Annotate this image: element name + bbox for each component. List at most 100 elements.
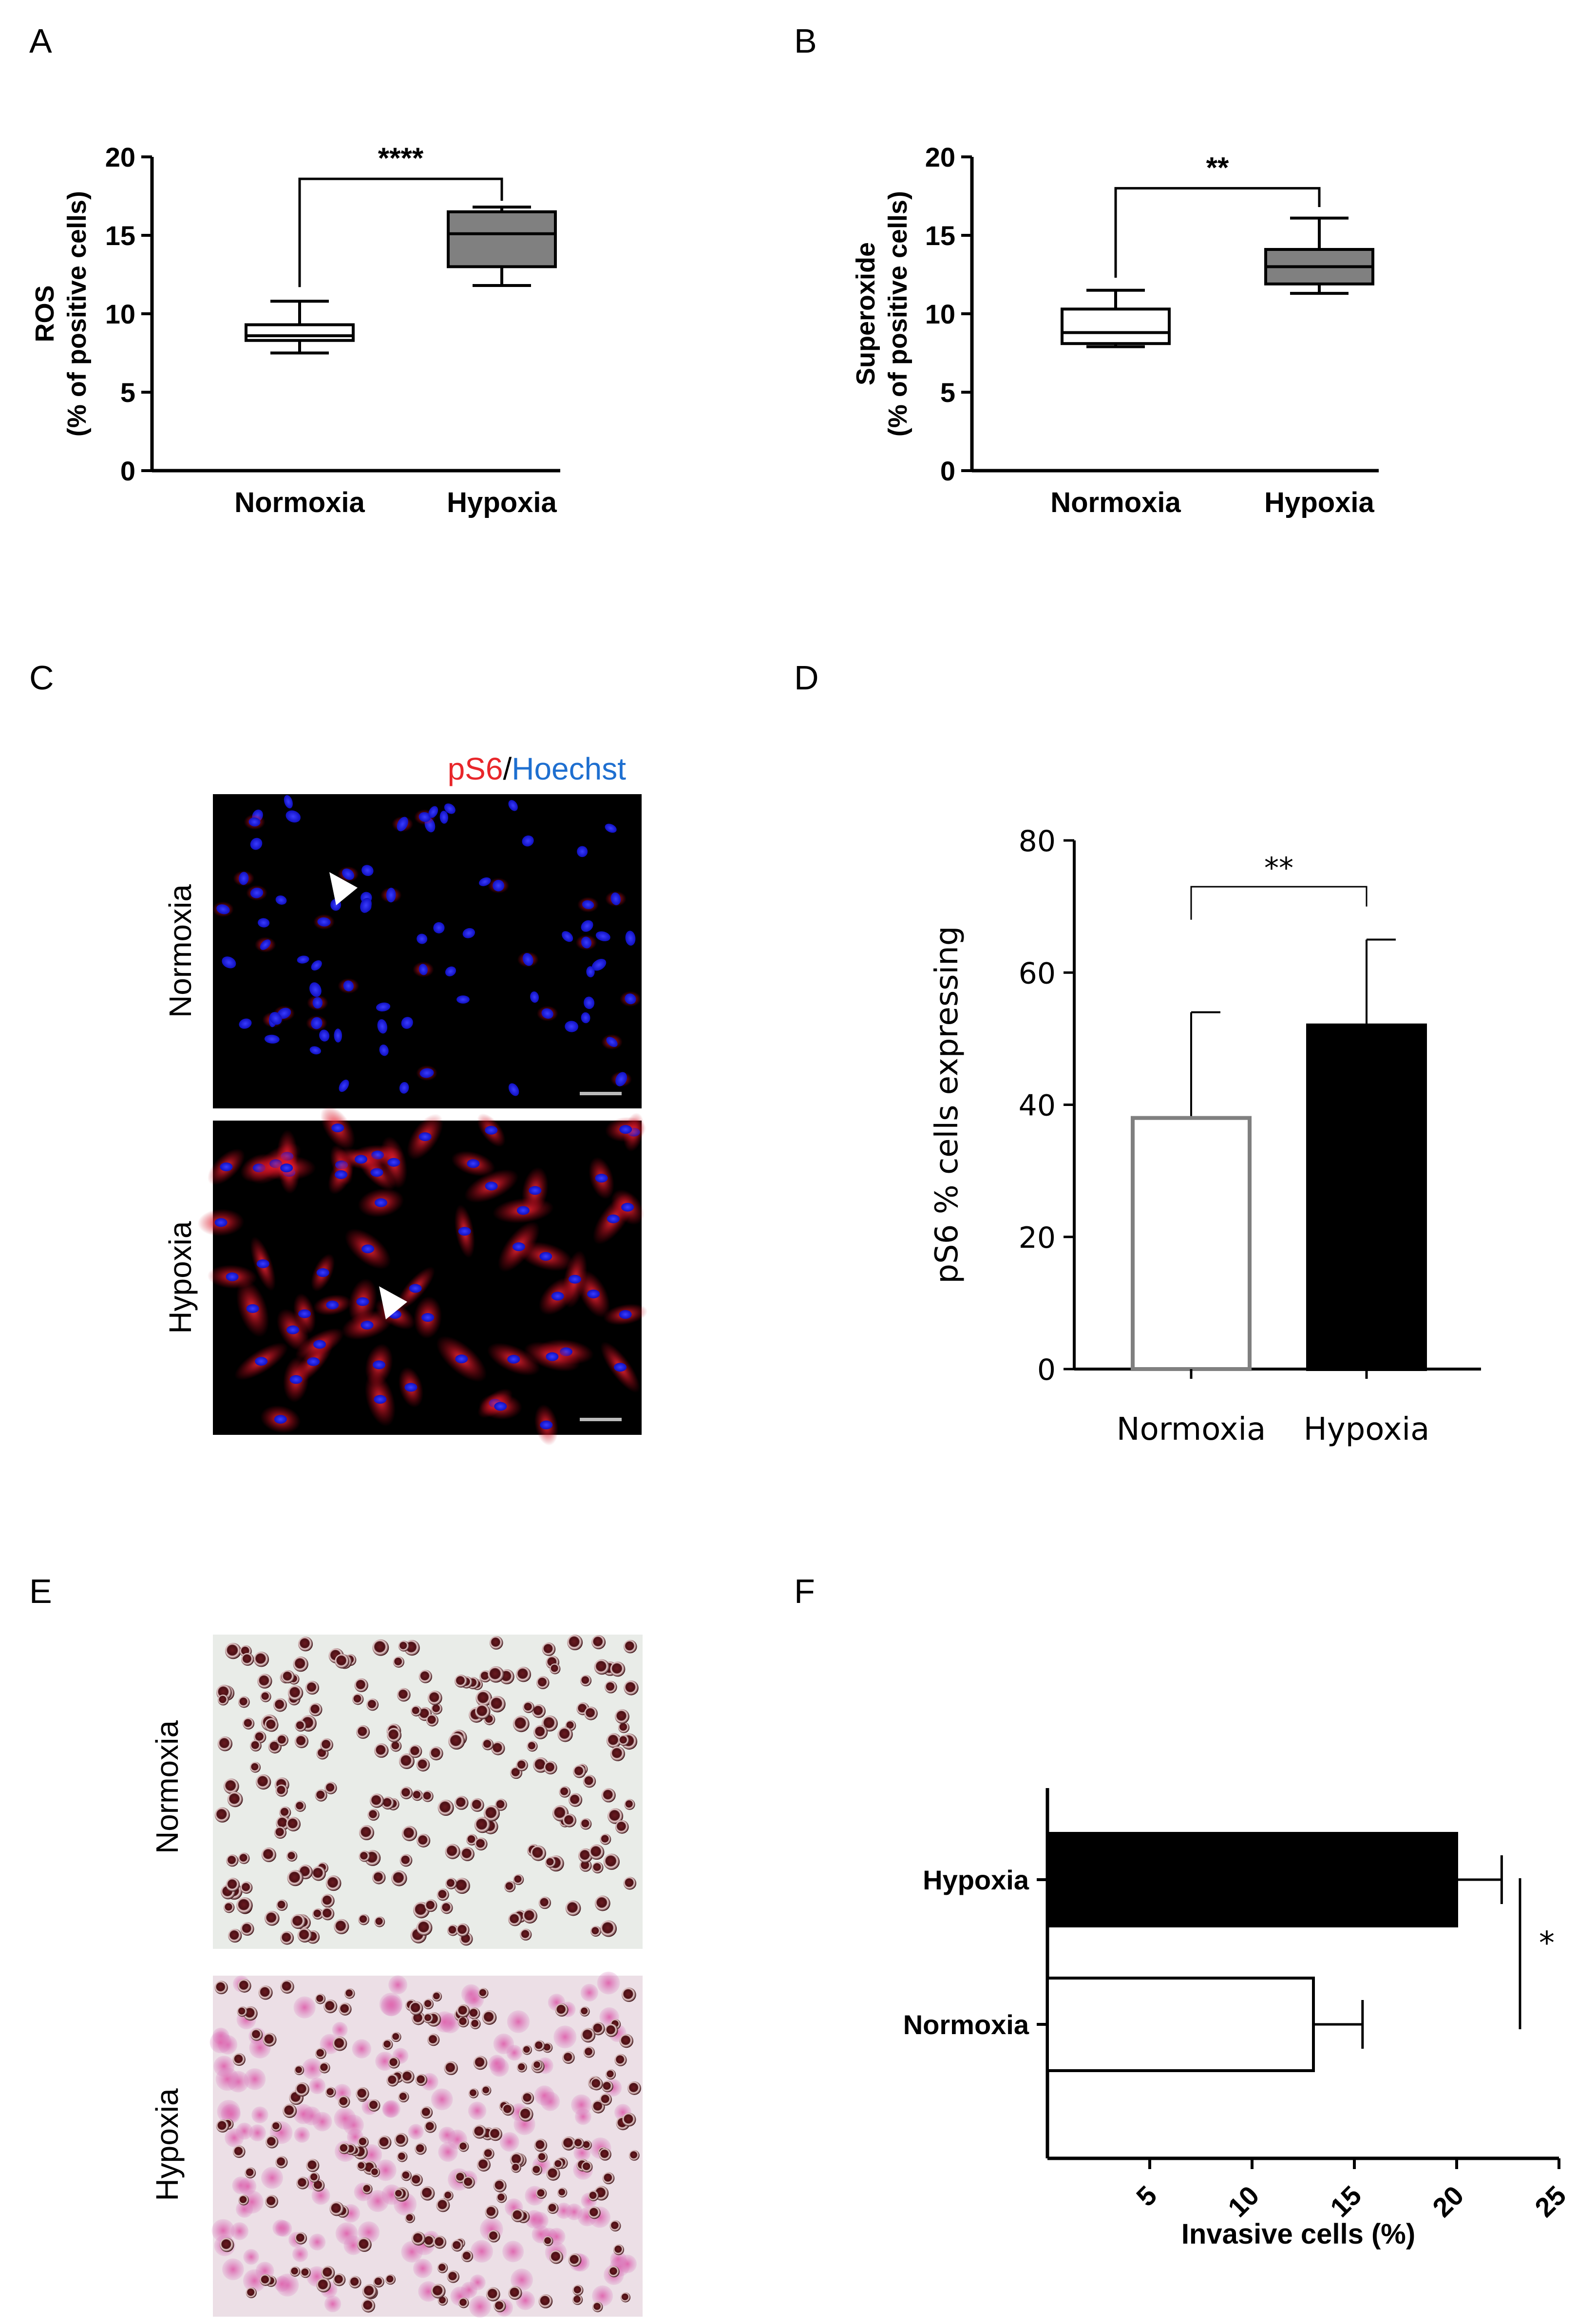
stained-cell	[321, 2266, 335, 2280]
nucleus	[516, 1206, 530, 1215]
stained-cell	[416, 1758, 430, 1772]
stained-cell	[391, 2032, 401, 2042]
stained-cell	[470, 1798, 484, 1812]
stained-cell	[411, 2231, 426, 2246]
nucleus	[458, 1227, 471, 1236]
stained-cell	[547, 2202, 559, 2214]
pink-cell	[553, 2025, 577, 2049]
x-tick-label: 20	[1426, 2180, 1470, 2223]
stained-cell	[275, 2156, 288, 2169]
stained-cell	[569, 1793, 583, 1807]
stained-cell	[600, 1833, 611, 1845]
pink-cell	[221, 2104, 241, 2124]
nucleus	[508, 1083, 519, 1096]
nucleus	[311, 1017, 323, 1029]
significance-stars: ****	[378, 142, 424, 174]
pink-cell	[618, 2254, 637, 2273]
panel-c-micrographs: pS6/Hoechst Normoxia Hypoxia	[163, 751, 648, 1446]
nucleus	[417, 933, 428, 944]
significance-bracket	[1190, 886, 1368, 920]
arrowhead-icon	[329, 872, 358, 905]
stained-cell	[522, 1908, 537, 1924]
nucleus	[508, 800, 518, 811]
nucleus	[614, 1363, 627, 1372]
pink-cell	[243, 2248, 259, 2265]
nucleus	[605, 823, 617, 833]
stained-cell	[618, 1734, 629, 1746]
stained-cell	[623, 1877, 637, 1890]
stained-cell	[590, 2077, 603, 2091]
pink-cell	[499, 2132, 519, 2152]
stained-cell	[323, 2000, 338, 2014]
stained-cell	[562, 2051, 575, 2064]
pink-cell	[334, 2107, 356, 2130]
stained-cell	[373, 2276, 384, 2287]
stained-cell	[227, 1791, 243, 1808]
row-label-normoxia: Normoxia	[150, 1720, 185, 1854]
stained-cell	[271, 2121, 282, 2132]
stained-cell	[358, 2136, 369, 2148]
nucleus	[285, 810, 301, 823]
nucleus	[311, 960, 322, 971]
stained-cell	[382, 2039, 393, 2050]
nucleus	[342, 868, 355, 880]
stained-cell	[214, 1807, 230, 1823]
y-tick-label: 20	[1019, 1221, 1056, 1255]
stained-cell	[618, 1721, 630, 1733]
panel-letter-a: A	[29, 22, 52, 60]
stained-cell	[387, 1728, 402, 1743]
stained-cell	[579, 1859, 592, 1872]
stained-cell	[532, 2164, 542, 2175]
stained-cell	[494, 2300, 506, 2312]
stained-cell	[516, 2062, 527, 2073]
stained-cell	[546, 2167, 560, 2181]
stained-cell	[321, 1907, 335, 1921]
nucleus	[220, 1162, 233, 1171]
stained-cell	[591, 1862, 604, 1874]
stained-cell	[276, 1734, 288, 1747]
stained-cell	[324, 1782, 337, 1794]
nucleus	[246, 1304, 259, 1313]
normoxia-invaded-cells	[214, 1635, 639, 1946]
stained-cell	[250, 1740, 262, 1752]
stained-cell	[513, 1874, 524, 1885]
stained-cell	[513, 1715, 530, 1733]
stained-cell	[508, 2286, 522, 2300]
pink-cell	[488, 2055, 506, 2072]
stained-cell	[362, 2284, 377, 2299]
stained-cell	[232, 2145, 246, 2158]
stained-cell	[532, 1704, 546, 1718]
stained-cell	[590, 1925, 601, 1937]
stained-cell	[581, 2161, 593, 2173]
stained-cell	[372, 1870, 386, 1885]
pink-cell	[302, 2058, 323, 2079]
nucleus	[455, 1354, 468, 1364]
stained-cell	[614, 2054, 627, 2066]
nucleus	[619, 1310, 632, 1319]
category-label: Hypoxia	[923, 1865, 1029, 1895]
stained-cell	[476, 2158, 491, 2172]
stained-cell	[391, 1870, 407, 1886]
hypoxia-invaded-cells	[209, 1971, 641, 2318]
stained-cell	[431, 2284, 446, 2299]
stained-cell	[622, 1987, 636, 2002]
stained-cell	[394, 2133, 408, 2147]
stained-cell	[489, 1695, 506, 1713]
stained-cell	[613, 2244, 625, 2255]
nucleus	[493, 879, 505, 892]
y-tick-label: 15	[105, 220, 135, 251]
stained-cell	[493, 2179, 507, 2192]
stained-cell	[265, 1718, 279, 1732]
y-tick-label: 0	[940, 456, 955, 486]
nucleus	[529, 1186, 542, 1195]
nucleus	[309, 1046, 322, 1055]
pink-cell	[293, 1996, 316, 2019]
stained-cell	[473, 2056, 488, 2070]
stained-cell	[543, 2236, 553, 2247]
stained-cell	[399, 1854, 413, 1867]
stained-cell	[605, 2069, 616, 2080]
stained-cell	[253, 1652, 269, 1667]
stained-cell	[602, 2172, 615, 2185]
stained-cell	[293, 1657, 308, 1672]
nucleus	[387, 1158, 400, 1167]
